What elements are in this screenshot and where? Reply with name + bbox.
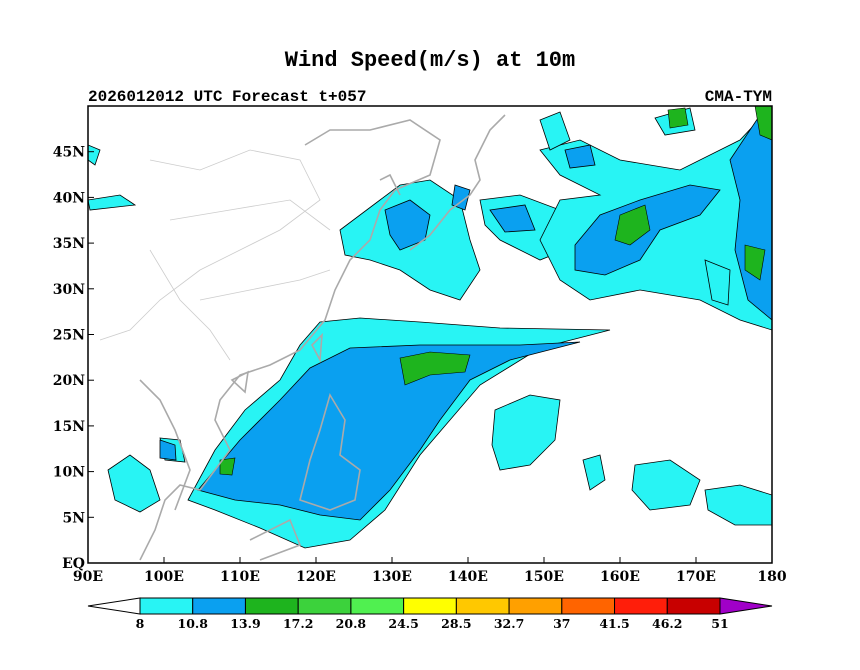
colorbar-label: 20.8 xyxy=(336,616,367,631)
colorbar-label: 8 xyxy=(136,616,145,631)
y-tick-label: 5N xyxy=(62,510,85,526)
x-tick-label: 140E xyxy=(448,569,488,585)
colorbar-segment xyxy=(139,597,194,615)
colorbar-segment xyxy=(297,597,352,615)
x-tick-label: 160E xyxy=(600,569,640,585)
colorbar-segment xyxy=(350,597,405,615)
x-tick-label: 90E xyxy=(73,569,103,585)
colorbar-segment xyxy=(192,597,246,615)
colorbar-segment xyxy=(561,597,616,615)
y-tick-label: 35N xyxy=(53,236,85,252)
model-name-label: CMA-TYM xyxy=(704,88,772,106)
colorbar-label: 28.5 xyxy=(441,616,471,631)
colorbar-segment xyxy=(403,597,457,615)
chart-title: Wind Speed(m/s) at 10m xyxy=(284,48,576,73)
y-tick-label: 25N xyxy=(53,328,85,344)
y-tick-label: 40N xyxy=(53,190,85,206)
colorbar-segment xyxy=(614,597,668,615)
colorbar: 8 10.8 13.9 17.2 20.8 24.5 28.5 32.7 37 41.5 46.2 5… xyxy=(87,597,773,631)
coastlines xyxy=(139,114,506,561)
y-tick-label: EQ xyxy=(62,556,85,572)
forecast-time-label: 2026012012 UTC Forecast t+057 xyxy=(88,88,367,106)
colorbar-label: 17.2 xyxy=(283,616,313,631)
colorbar-label: 51 xyxy=(711,616,728,631)
y-tick-label: 10N xyxy=(53,465,85,481)
colorbar-segment xyxy=(666,597,721,615)
colorbar-label: 10.8 xyxy=(178,616,209,631)
colorbar-label: 41.5 xyxy=(599,616,629,631)
colorbar-segment xyxy=(244,597,299,615)
x-tick-label: 180 xyxy=(757,569,786,585)
map-field xyxy=(88,106,772,561)
wind-field-13.9-17.2 xyxy=(219,106,772,476)
colorbar-label: 24.5 xyxy=(388,616,418,631)
y-tick-label: 30N xyxy=(53,282,85,298)
x-tick-label: 150E xyxy=(524,569,564,585)
x-tick-label: 110E xyxy=(220,569,260,585)
colorbar-label: 32.7 xyxy=(494,616,524,631)
y-axis-ticks: EQ 5N 10N 15N 20N 25N 30N 35N 40N 45N xyxy=(53,145,94,572)
colorbar-segment xyxy=(508,597,563,615)
x-tick-label: 100E xyxy=(144,569,184,585)
y-tick-label: 45N xyxy=(53,145,85,161)
colorbar-max-arrow xyxy=(719,597,773,615)
colorbar-label: 46.2 xyxy=(652,616,682,631)
colorbar-label: 13.9 xyxy=(230,616,260,631)
x-axis-ticks: 90E 100E 110E 120E 130E 140E 150E 160E 170E 180 xyxy=(73,557,787,585)
province-borders xyxy=(99,149,331,361)
y-tick-label: 15N xyxy=(53,419,85,435)
colorbar-min-arrow xyxy=(87,597,141,615)
colorbar-label: 37 xyxy=(553,616,570,631)
y-tick-label: 20N xyxy=(53,373,85,389)
x-tick-label: 170E xyxy=(676,569,716,585)
x-tick-label: 120E xyxy=(296,569,336,585)
colorbar-segment xyxy=(455,597,510,615)
x-tick-label: 130E xyxy=(372,569,412,585)
